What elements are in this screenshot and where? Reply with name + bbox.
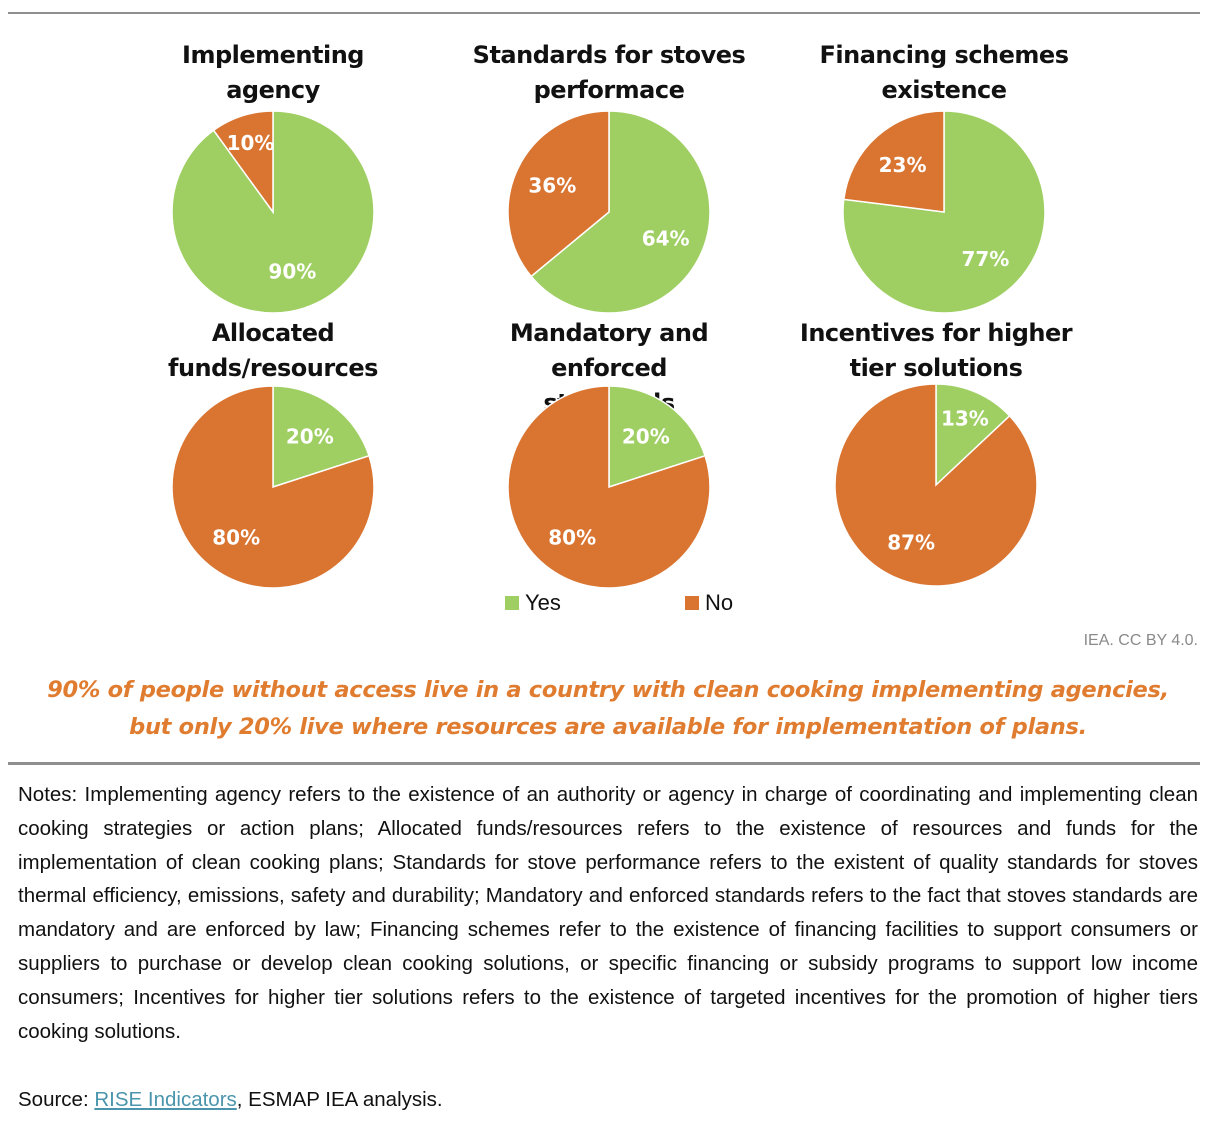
top-rule	[8, 12, 1200, 14]
chart-title-implementing-agency: Implementing agency	[113, 38, 433, 108]
pie-chart-financing-schemes-existence: 77% 23%	[842, 110, 1046, 314]
pie-chart-allocated-funds-resources: 20% 80%	[171, 385, 375, 589]
legend: Yes No	[505, 590, 765, 618]
data-label-no: 36%	[528, 173, 576, 197]
data-label-no: 10%	[227, 131, 275, 155]
data-label-yes: 90%	[268, 260, 316, 284]
pie-slice-yes	[608, 385, 707, 489]
data-label-no: 23%	[879, 153, 927, 177]
chart-title-line: Standards for stoves	[472, 41, 746, 69]
legend-item-no: No	[685, 590, 733, 616]
pie-chart-mandatory-and-enforced-standards: 20% 80%	[507, 385, 711, 589]
chart-title-incentives-for-higher-tier-solutions: Incentives for higher tier solutions	[776, 316, 1096, 386]
pie-chart-implementing-agency: 90% 10%	[171, 110, 375, 314]
chart-title-line: Allocated	[211, 319, 335, 347]
chart-title-line: agency	[226, 76, 320, 104]
legend-label-no: No	[705, 590, 734, 615]
credit-text: IEA. CC BY 4.0.	[1083, 632, 1198, 649]
chart-title-line: funds/resources	[168, 354, 378, 382]
chart-title-line: Incentives for higher	[799, 319, 1073, 347]
headline-line-2: but only 20% live where resources are av…	[129, 714, 1087, 740]
pie-slice-yes	[530, 110, 711, 314]
legend-swatch-no	[685, 596, 699, 610]
chart-title-line: Mandatory and enforced	[509, 319, 709, 382]
chart-title-standards-for-stoves-performace: Standards for stoves performace	[449, 38, 769, 108]
pie-slice-no	[212, 110, 274, 215]
pie-chart-standards-for-stoves-performace: 64% 36%	[507, 110, 711, 314]
data-label-yes: 64%	[642, 227, 690, 251]
chart-title-allocated-funds-resources: Allocated funds/resources	[113, 316, 433, 386]
section-rule	[8, 762, 1200, 765]
legend-label-yes: Yes	[525, 590, 561, 615]
chart-title-line: performace	[533, 76, 685, 104]
data-label-yes: 13%	[941, 406, 989, 430]
data-label-yes: 77%	[961, 247, 1009, 271]
chart-title-line: existence	[881, 76, 1007, 104]
headline: 90% of people without access live in a c…	[0, 672, 1216, 746]
headline-line-1: 90% of people without access live in a c…	[47, 677, 1169, 703]
pie-slice-no	[507, 385, 711, 589]
rise-indicators-link[interactable]: RISE Indicators	[94, 1088, 237, 1111]
source-line: Source: RISE Indicators, ESMAP IEA analy…	[18, 1088, 443, 1112]
source-prefix: Source:	[18, 1088, 95, 1111]
pie-slice-no	[842, 110, 945, 213]
data-label-yes: 20%	[622, 424, 670, 448]
chart-title-financing-schemes-existence: Financing schemes existence	[784, 38, 1104, 108]
chart-title-line: tier solutions	[849, 354, 1023, 382]
data-label-no: 87%	[887, 530, 935, 554]
pie-slice-yes	[272, 385, 371, 489]
chart-title-line: Financing schemes	[819, 41, 1069, 69]
notes-text: Notes: Implementing agency refers to the…	[18, 783, 1198, 1043]
data-label-no: 80%	[212, 526, 260, 550]
pie-chart-incentives-for-higher-tier-solutions: 13% 87%	[834, 383, 1038, 587]
data-label-yes: 20%	[286, 424, 334, 448]
chart-title-line: Implementing	[182, 41, 364, 69]
legend-swatch-yes	[505, 596, 519, 610]
pie-slice-yes	[935, 383, 1011, 487]
pie-slice-no	[834, 383, 1038, 587]
legend-item-yes: Yes	[505, 590, 561, 616]
pie-slice-no	[171, 385, 375, 589]
data-label-no: 80%	[548, 526, 596, 550]
pie-slice-no	[507, 110, 610, 278]
source-suffix: , ESMAP IEA analysis.	[236, 1088, 443, 1111]
